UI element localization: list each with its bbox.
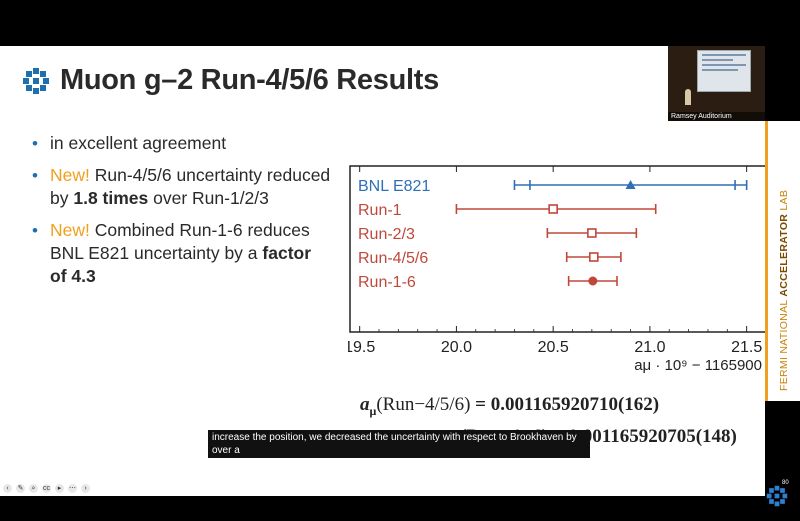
bullet-item: • New! Run-4/5/6 uncertainty reduced by 1…: [32, 164, 332, 210]
formula-rhs: = 0.001165920710(162): [470, 394, 660, 415]
zoom-icon[interactable]: ⌕: [29, 484, 38, 493]
series-label: Run-1-6: [358, 274, 416, 291]
bullet-text: New! Combined Run-1-6 reduces BNL E821 u…: [50, 220, 312, 286]
new-badge: New!: [50, 220, 90, 240]
x-tick-label: 20.0: [441, 339, 472, 356]
fermilab-sidebar: FERMI NATIONAL ACCELERATOR LAB: [765, 121, 800, 401]
formula-a: a: [360, 394, 370, 415]
fermilab-logo-icon: [23, 67, 49, 94]
pen-icon[interactable]: ✎: [16, 484, 25, 493]
formula-run456: aμ(Run−4/5/6) = 0.001165920710(162): [360, 389, 737, 421]
bullet-list: • in excellent agreement • New! Run-4/5/6 u…: [32, 132, 332, 297]
bullet-text: in excellent agreement: [50, 133, 227, 153]
series-label: Run-1: [358, 202, 402, 219]
more-icon[interactable]: ⋯: [68, 484, 77, 493]
data-marker-triangle: [625, 180, 636, 189]
x-tick-label: 19.5: [348, 339, 375, 356]
video-screen: [697, 50, 751, 92]
sidebar-text: FERMI NATIONAL ACCELERATOR LAB: [778, 189, 790, 391]
bullet-item: • in excellent agreement: [32, 132, 332, 155]
x-tick-label: 20.5: [538, 339, 569, 356]
data-marker-circle: [588, 276, 598, 286]
page-title: Muon g–2 Run-4/5/6 Results: [60, 64, 439, 96]
x-axis-label: aμ · 10⁹ − 1165900: [634, 357, 762, 374]
speaker-figure: [685, 89, 691, 105]
new-badge: New!: [50, 165, 90, 185]
slide: Muon g–2 Run-4/5/6 Results • in excellent…: [0, 46, 765, 496]
bullet-text: New! Run-4/5/6 uncertainty reduced by 1.…: [50, 165, 331, 208]
data-marker-square: [588, 252, 599, 262]
series-label: Run-2/3: [358, 226, 415, 243]
formula-arg: (Run−4/5/6): [376, 394, 471, 415]
series-label: Run-4/5/6: [358, 250, 428, 267]
page-number: 80: [782, 480, 789, 486]
bullet-dot-icon: •: [32, 221, 38, 240]
next-icon[interactable]: ›: [81, 484, 90, 493]
subtitle-caption: increase the position, we decreased the …: [208, 430, 590, 458]
bullet-dot-icon: •: [32, 134, 38, 153]
data-marker-square: [548, 204, 558, 214]
plot-frame: [349, 165, 765, 333]
results-chart: 19.5 20.0 20.5 21.0 21.5aμ · 10⁹ − 1165900 BN…: [348, 165, 765, 374]
player-controls: ‹ ✎ ⌕ cc ▸ ⋯ ›: [3, 484, 90, 493]
data-marker-square: [587, 228, 597, 238]
title-row: Muon g–2 Run-4/5/6 Results: [22, 64, 439, 97]
video-label: Ramsey Auditorium: [668, 112, 765, 121]
captions-icon[interactable]: cc: [42, 484, 51, 493]
camera-icon[interactable]: ▸: [55, 484, 64, 493]
series-label: BNL E821: [358, 178, 430, 195]
bullet-dot-icon: •: [32, 166, 38, 185]
formula-sub: μ: [369, 403, 377, 418]
x-tick-label: 21.0: [634, 339, 665, 356]
speaker-video[interactable]: Ramsey Auditorium: [668, 46, 765, 121]
fermilab-small-logo-icon: [766, 485, 788, 507]
bullet-item: • New! Combined Run-1-6 reduces BNL E821 …: [32, 219, 332, 288]
x-tick-label: 21.5: [731, 339, 762, 356]
prev-icon[interactable]: ‹: [3, 484, 12, 493]
